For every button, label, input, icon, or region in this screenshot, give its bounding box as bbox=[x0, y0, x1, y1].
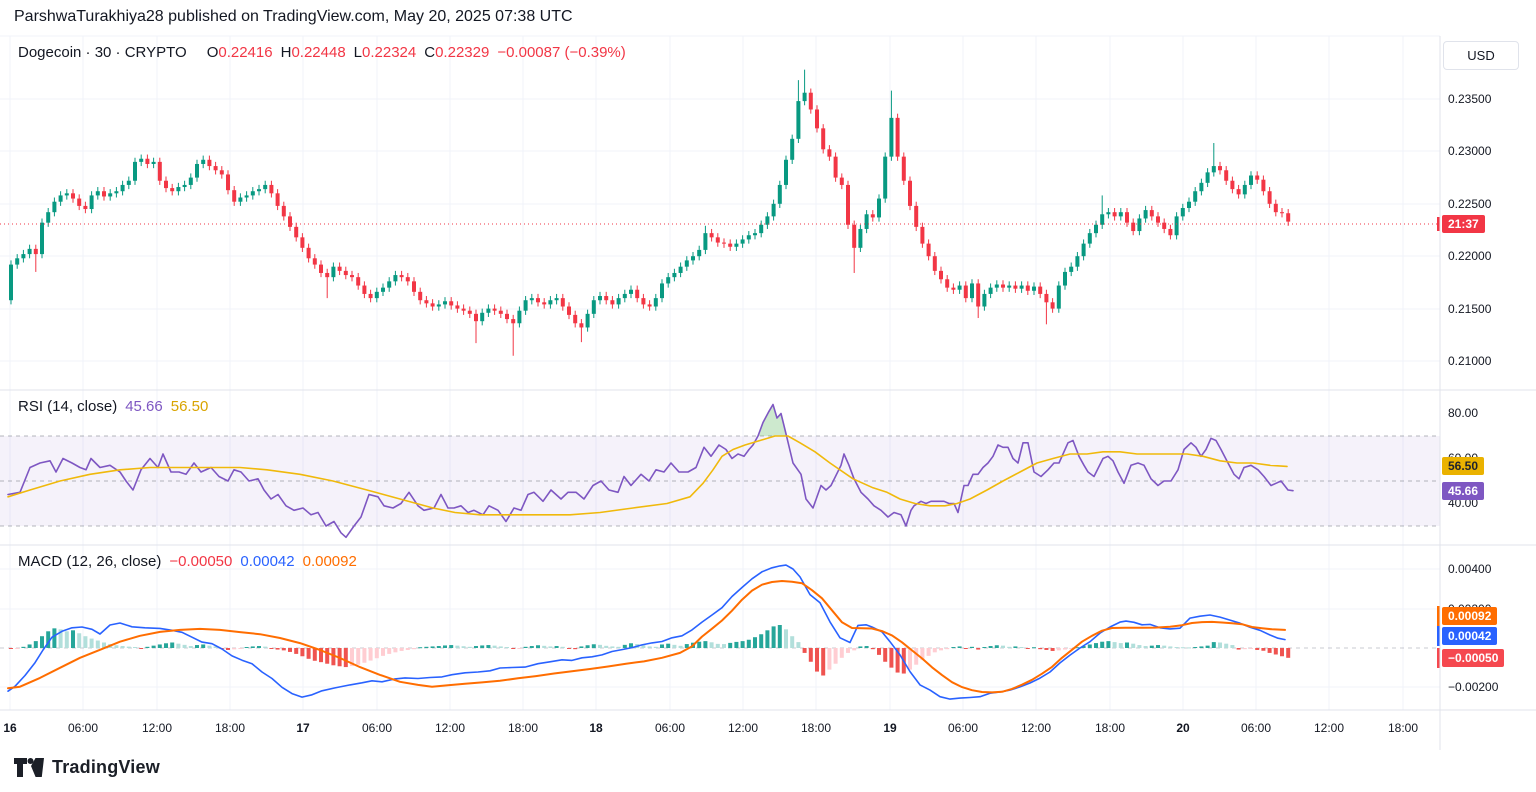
time-tick-label: 06:00 bbox=[67, 721, 99, 735]
time-tick-label: 19 bbox=[883, 721, 897, 735]
attribution-text: ParshwaTurakhiya28 published on TradingV… bbox=[14, 8, 573, 25]
axis-tick-label: −0.00200 bbox=[1448, 680, 1499, 694]
macd-legend[interactable]: MACD (12, 26, close) −0.00050 0.00042 0.… bbox=[18, 553, 357, 570]
axis-tick-label: 80.00 bbox=[1448, 406, 1479, 420]
time-tick-label: 12:00 bbox=[727, 721, 759, 735]
time-tick-label: 06:00 bbox=[654, 721, 686, 735]
axis-tick-label: 0.23000 bbox=[1448, 144, 1492, 158]
macd-line-value: 0.00042 bbox=[240, 553, 295, 570]
symbol-legend[interactable]: Dogecoin · 30 · CRYPTO O0.22416 H0.22448… bbox=[18, 44, 626, 61]
axis-value-badge: 0.00042 bbox=[1442, 627, 1498, 645]
axis-value-badge: −0.00050 bbox=[1442, 649, 1505, 667]
rsi-value: 45.66 bbox=[125, 398, 163, 415]
axis-value-badge: 45.66 bbox=[1442, 482, 1485, 500]
rsi-legend-title[interactable]: RSI (14, close) bbox=[18, 398, 118, 415]
macd-hist-value: −0.00050 bbox=[169, 553, 233, 570]
ohlc-low: L0.22324 bbox=[353, 44, 417, 61]
macd-signal-value: 0.00092 bbox=[302, 553, 357, 570]
chart-surface[interactable] bbox=[0, 0, 1536, 750]
axis-tick-label: 0.21000 bbox=[1448, 354, 1492, 368]
time-tick-label: 12:00 bbox=[1020, 721, 1052, 735]
axis-value-badge: 21:37 bbox=[1442, 215, 1485, 233]
time-tick-label: 06:00 bbox=[947, 721, 979, 735]
axis-value-badge: 0.00092 bbox=[1442, 607, 1498, 625]
rsi-legend[interactable]: RSI (14, close) 45.66 56.50 bbox=[18, 398, 208, 415]
currency-toggle-button[interactable]: USD bbox=[1443, 41, 1519, 70]
price-change: −0.00087 (−0.39%) bbox=[497, 44, 626, 61]
time-tick-label: 18 bbox=[589, 721, 603, 735]
time-tick-label: 12:00 bbox=[1313, 721, 1345, 735]
ohlc-close: C0.22329 bbox=[424, 44, 490, 61]
time-tick-label: 12:00 bbox=[434, 721, 466, 735]
axis-tick-label: 0.22000 bbox=[1448, 249, 1492, 263]
time-tick-label: 18:00 bbox=[507, 721, 539, 735]
time-tick-label: 20 bbox=[1176, 721, 1190, 735]
macd-legend-title[interactable]: MACD (12, 26, close) bbox=[18, 553, 162, 570]
axis-tick-label: 0.21500 bbox=[1448, 302, 1492, 316]
symbol-title[interactable]: Dogecoin · 30 · CRYPTO bbox=[18, 44, 187, 61]
time-tick-label: 12:00 bbox=[141, 721, 173, 735]
time-tick-label: 06:00 bbox=[361, 721, 393, 735]
time-tick-label: 18:00 bbox=[214, 721, 246, 735]
ohlc-high: H0.22448 bbox=[280, 44, 346, 61]
time-tick-label: 06:00 bbox=[1240, 721, 1272, 735]
tradingview-logo-icon bbox=[14, 758, 44, 777]
tradingview-logo[interactable]: TradingView bbox=[14, 757, 160, 778]
time-tick-label: 18:00 bbox=[1387, 721, 1419, 735]
axis-tick-label: 0.23500 bbox=[1448, 92, 1492, 106]
axis-tick-label: 0.22500 bbox=[1448, 197, 1492, 211]
rsi-ma-value: 56.50 bbox=[170, 398, 209, 415]
time-tick-label: 17 bbox=[296, 721, 310, 735]
axis-tick-label: 0.00400 bbox=[1448, 562, 1492, 576]
time-tick-label: 18:00 bbox=[800, 721, 832, 735]
time-tick-label: 18:00 bbox=[1094, 721, 1126, 735]
ohlc-open: O0.22416 bbox=[206, 44, 273, 61]
axis-value-badge: 56.50 bbox=[1442, 457, 1485, 475]
time-tick-label: 16 bbox=[3, 721, 17, 735]
tradingview-logo-text: TradingView bbox=[52, 757, 160, 777]
